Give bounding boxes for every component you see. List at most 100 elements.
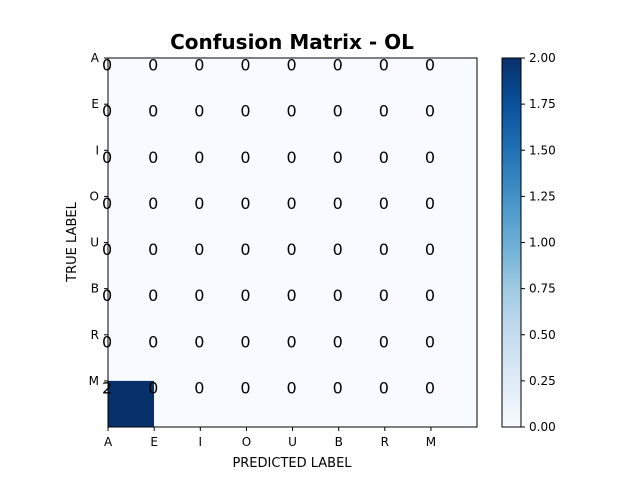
cell-value-label: 0 — [240, 194, 250, 213]
colorbar-tick-label: 0.50 — [529, 328, 556, 342]
cell-value-label: 0 — [379, 332, 389, 351]
heatmap-cell — [338, 334, 385, 381]
cell-value-label: 0 — [425, 240, 435, 259]
heatmap-cell — [108, 334, 155, 381]
heatmap-cell — [200, 150, 247, 197]
heatmap-cell — [154, 288, 201, 335]
heatmap-cell — [430, 242, 477, 289]
cell-value-label: 0 — [425, 332, 435, 351]
heatmap-cell — [108, 380, 155, 427]
cell-value-label: 0 — [148, 332, 158, 351]
cell-value-label: 0 — [194, 194, 204, 213]
cell-value-label: 0 — [425, 102, 435, 121]
heatmap-cell — [384, 288, 431, 335]
heatmap-cell — [384, 104, 431, 151]
cell-value-label: 0 — [240, 378, 250, 397]
heatmap-cell — [430, 196, 477, 243]
y-tick-label: E — [91, 97, 99, 111]
cell-value-label: 0 — [148, 240, 158, 259]
cell-value-label: 0 — [194, 102, 204, 121]
heatmap-cell — [430, 104, 477, 151]
colorbar-tick-label: 1.00 — [529, 236, 556, 250]
cell-value-label: 0 — [240, 56, 250, 75]
heatmap-cell — [246, 104, 293, 151]
cell-value-label: 0 — [102, 56, 112, 75]
heatmap-cell — [338, 58, 385, 105]
cell-value-label: 0 — [194, 332, 204, 351]
colorbar-tick-label: 0.00 — [529, 420, 556, 434]
heatmap-cell — [384, 334, 431, 381]
cell-value-label: 0 — [333, 378, 343, 397]
heatmap-cell — [292, 288, 339, 335]
heatmap-cell — [200, 334, 247, 381]
heatmap-cell — [108, 196, 155, 243]
heatmap-cell — [200, 104, 247, 151]
cell-value-label: 0 — [379, 240, 389, 259]
cell-value-label: 0 — [425, 148, 435, 167]
cell-value-label: 0 — [102, 240, 112, 259]
heatmap-cell — [430, 150, 477, 197]
cell-value-label: 0 — [148, 148, 158, 167]
cell-value-label: 0 — [286, 102, 296, 121]
heatmap-cell — [292, 196, 339, 243]
cell-value-label: 0 — [286, 378, 296, 397]
cell-value-label: 0 — [425, 378, 435, 397]
cell-value-label: 0 — [148, 378, 158, 397]
cell-value-label: 0 — [379, 194, 389, 213]
heatmap-cell — [246, 242, 293, 289]
cell-value-label: 0 — [425, 56, 435, 75]
y-tick-label: U — [90, 236, 99, 250]
cell-value-label: 0 — [379, 102, 389, 121]
heatmap-cell — [292, 58, 339, 105]
x-tick-label: R — [381, 435, 389, 449]
cell-value-label: 0 — [148, 102, 158, 121]
cell-value-label: 0 — [148, 194, 158, 213]
cell-value-label: 0 — [194, 56, 204, 75]
cell-value-label: 0 — [333, 194, 343, 213]
cell-value-label: 0 — [102, 286, 112, 305]
cell-value-label: 0 — [333, 286, 343, 305]
heatmap-cell — [430, 380, 477, 427]
heatmap-cell — [246, 196, 293, 243]
cell-value-label: 0 — [194, 378, 204, 397]
heatmap-cell — [154, 334, 201, 381]
cell-value-label: 0 — [425, 286, 435, 305]
heatmap-cell — [200, 288, 247, 335]
heatmap-cell — [154, 58, 201, 105]
heatmap-cell — [338, 196, 385, 243]
heatmap-cell — [154, 196, 201, 243]
colorbar-tick-label: 1.50 — [529, 143, 556, 157]
heatmap-cell — [200, 380, 247, 427]
heatmap-cell — [338, 150, 385, 197]
x-tick-label: M — [426, 435, 436, 449]
cell-value-label: 0 — [333, 102, 343, 121]
heatmap-cell — [384, 150, 431, 197]
cell-value-label: 0 — [240, 240, 250, 259]
cell-value-label: 0 — [286, 56, 296, 75]
heatmap-cell — [292, 242, 339, 289]
cell-value-label: 0 — [148, 286, 158, 305]
heatmap-cell — [338, 380, 385, 427]
cell-value-label: 0 — [333, 56, 343, 75]
heatmap-cell — [154, 104, 201, 151]
y-tick-label: M — [89, 374, 99, 388]
cell-value-label: 0 — [102, 102, 112, 121]
heatmap-cell — [430, 58, 477, 105]
cell-value-label: 0 — [194, 286, 204, 305]
heatmap-cell — [338, 242, 385, 289]
heatmap-cell — [246, 288, 293, 335]
heatmap-cell — [200, 58, 247, 105]
heatmap-cell — [384, 196, 431, 243]
colorbar-ticks: 0.00 0.25 0.50 0.75 1.00 1.25 1.50 1.75 2.00 — [521, 51, 556, 434]
heatmap-cell — [292, 380, 339, 427]
cell-value-label: 0 — [286, 240, 296, 259]
cell-value-label: 0 — [333, 332, 343, 351]
x-tick-label: I — [199, 435, 203, 449]
cell-value-label: 0 — [240, 148, 250, 167]
heatmap-cell — [154, 150, 201, 197]
cell-value-label: 0 — [286, 332, 296, 351]
heatmap-cells — [108, 58, 477, 427]
cell-value-label: 0 — [240, 286, 250, 305]
heatmap-cell — [338, 288, 385, 335]
